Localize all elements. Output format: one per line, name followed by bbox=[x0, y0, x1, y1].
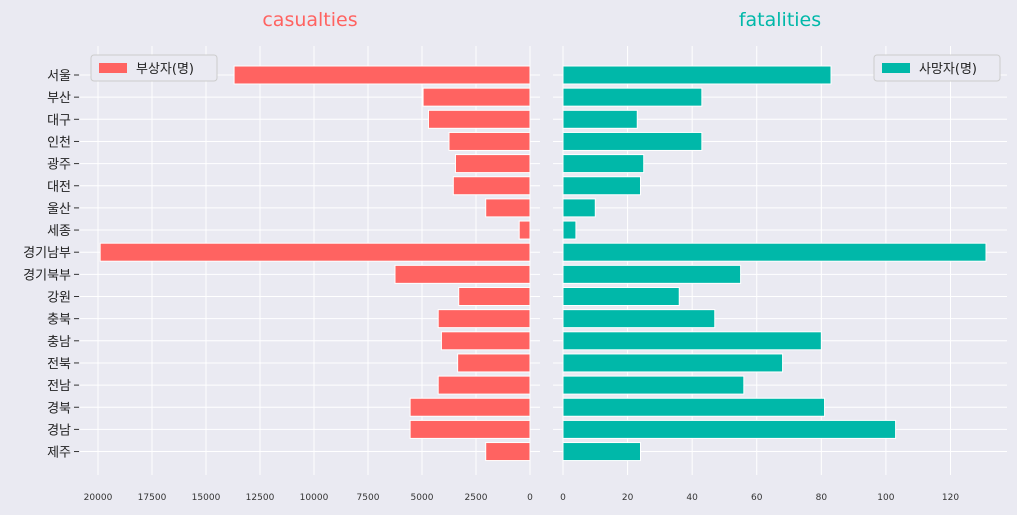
bar-대구 bbox=[427, 109, 531, 129]
bar-전남 bbox=[562, 375, 745, 395]
category-label: 강원 bbox=[47, 291, 71, 306]
panel-title: casualties bbox=[262, 9, 357, 31]
bar-경남 bbox=[409, 419, 531, 439]
bar-대전 bbox=[562, 176, 641, 196]
bar-대구 bbox=[562, 109, 638, 129]
bar-충북 bbox=[437, 309, 531, 329]
category-label: 전남 bbox=[47, 379, 71, 394]
bar-경기북부 bbox=[562, 264, 742, 284]
bar-인천 bbox=[562, 131, 703, 151]
x-tick-label: 0 bbox=[560, 493, 566, 503]
x-tick-label: 2500 bbox=[465, 493, 488, 503]
legend-box bbox=[90, 54, 218, 82]
bar-강원 bbox=[458, 287, 531, 306]
x-tick-label: 15000 bbox=[192, 493, 221, 503]
x-tick-label: 5000 bbox=[411, 493, 434, 503]
bar-충남 bbox=[562, 331, 822, 351]
category-label: 충북 bbox=[47, 313, 71, 328]
category-label: 부산 bbox=[47, 91, 71, 106]
bar-서울 bbox=[562, 65, 832, 85]
bar-부산 bbox=[422, 87, 531, 107]
bar-경기남부 bbox=[99, 242, 531, 262]
bar-울산 bbox=[562, 198, 596, 218]
bar-서울 bbox=[233, 65, 531, 85]
bar-전남 bbox=[437, 375, 531, 395]
category-label: 경북 bbox=[47, 401, 71, 416]
legend-label: 부상자(명) bbox=[136, 62, 194, 77]
x-tick-label: 20000 bbox=[84, 493, 113, 503]
bar-경기남부 bbox=[562, 242, 987, 262]
bar-인천 bbox=[448, 131, 531, 151]
x-tick-label: 7500 bbox=[357, 493, 380, 503]
x-tick-label: 100 bbox=[877, 493, 894, 503]
bar-충남 bbox=[440, 331, 531, 351]
bar-제주 bbox=[562, 442, 641, 462]
bar-충북 bbox=[562, 309, 716, 329]
category-label: 대전 bbox=[47, 180, 71, 195]
x-tick-label: 80 bbox=[816, 493, 828, 503]
bar-강원 bbox=[562, 287, 680, 306]
bar-광주 bbox=[454, 154, 531, 174]
legend-swatch bbox=[882, 63, 910, 73]
bar-부산 bbox=[562, 87, 703, 107]
category-label: 울산 bbox=[47, 202, 71, 217]
bar-경남 bbox=[562, 419, 897, 439]
x-tick-label: 17500 bbox=[138, 493, 167, 503]
category-label: 제주 bbox=[47, 446, 71, 461]
bar-세종 bbox=[518, 220, 531, 240]
bar-경북 bbox=[562, 397, 826, 417]
bar-울산 bbox=[485, 198, 531, 218]
bar-제주 bbox=[485, 442, 531, 462]
x-tick-label: 40 bbox=[686, 493, 698, 503]
category-label: 대구 bbox=[47, 113, 71, 128]
x-tick-label: 0 bbox=[527, 493, 533, 503]
category-label: 광주 bbox=[47, 158, 71, 173]
category-label: 경기북부 bbox=[23, 268, 71, 283]
x-tick-label: 60 bbox=[751, 493, 763, 503]
category-label: 경남 bbox=[47, 423, 71, 438]
category-label: 전북 bbox=[47, 357, 71, 372]
bar-광주 bbox=[562, 154, 645, 174]
legend-box bbox=[873, 54, 1001, 82]
category-label: 세종 bbox=[47, 224, 71, 239]
panel-title: fatalities bbox=[739, 9, 821, 31]
category-label: 인천 bbox=[47, 135, 71, 150]
legend-swatch bbox=[99, 63, 127, 73]
bar-전북 bbox=[457, 353, 531, 373]
x-tick-label: 20 bbox=[622, 493, 634, 503]
x-tick-label: 12500 bbox=[246, 493, 275, 503]
x-tick-label: 10000 bbox=[300, 493, 329, 503]
category-label: 서울 bbox=[47, 69, 71, 84]
bar-경기북부 bbox=[394, 264, 531, 284]
bar-전북 bbox=[562, 353, 784, 373]
bar-세종 bbox=[562, 220, 577, 240]
legend-label: 사망자(명) bbox=[919, 62, 977, 77]
bar-경북 bbox=[409, 397, 531, 417]
category-label: 충남 bbox=[47, 335, 71, 350]
category-label: 경기남부 bbox=[23, 246, 71, 261]
bar-대전 bbox=[452, 176, 531, 196]
x-tick-label: 120 bbox=[942, 493, 959, 503]
